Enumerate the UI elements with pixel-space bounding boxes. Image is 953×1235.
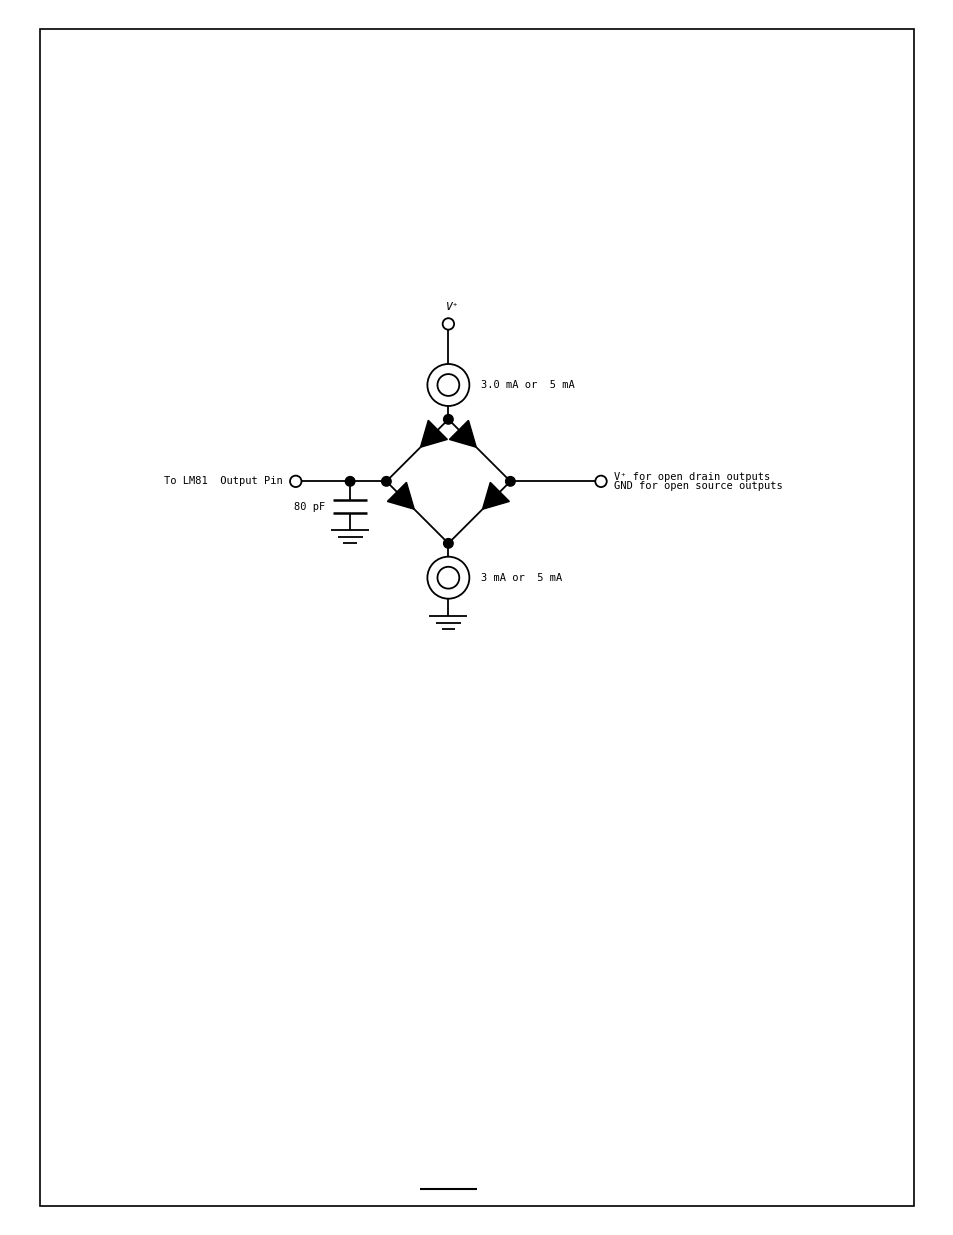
Circle shape <box>345 477 355 487</box>
Polygon shape <box>449 420 476 447</box>
Text: 3.0 mA or  5 mA: 3.0 mA or 5 mA <box>480 380 574 390</box>
Circle shape <box>505 477 515 487</box>
Text: 80 pF: 80 pF <box>294 501 325 511</box>
Circle shape <box>290 475 301 487</box>
Text: GND for open source outputs: GND for open source outputs <box>614 482 782 492</box>
Text: V⁺ for open drain outputs: V⁺ for open drain outputs <box>614 472 770 482</box>
Polygon shape <box>387 483 414 509</box>
Circle shape <box>442 319 454 330</box>
Polygon shape <box>420 420 447 447</box>
Text: To LM81  Output Pin: To LM81 Output Pin <box>164 477 282 487</box>
Polygon shape <box>482 483 509 509</box>
Circle shape <box>595 475 606 487</box>
Text: V⁺: V⁺ <box>445 303 458 312</box>
Circle shape <box>443 415 453 424</box>
Circle shape <box>381 477 391 487</box>
Text: 3 mA or  5 mA: 3 mA or 5 mA <box>480 573 561 583</box>
Circle shape <box>443 538 453 548</box>
